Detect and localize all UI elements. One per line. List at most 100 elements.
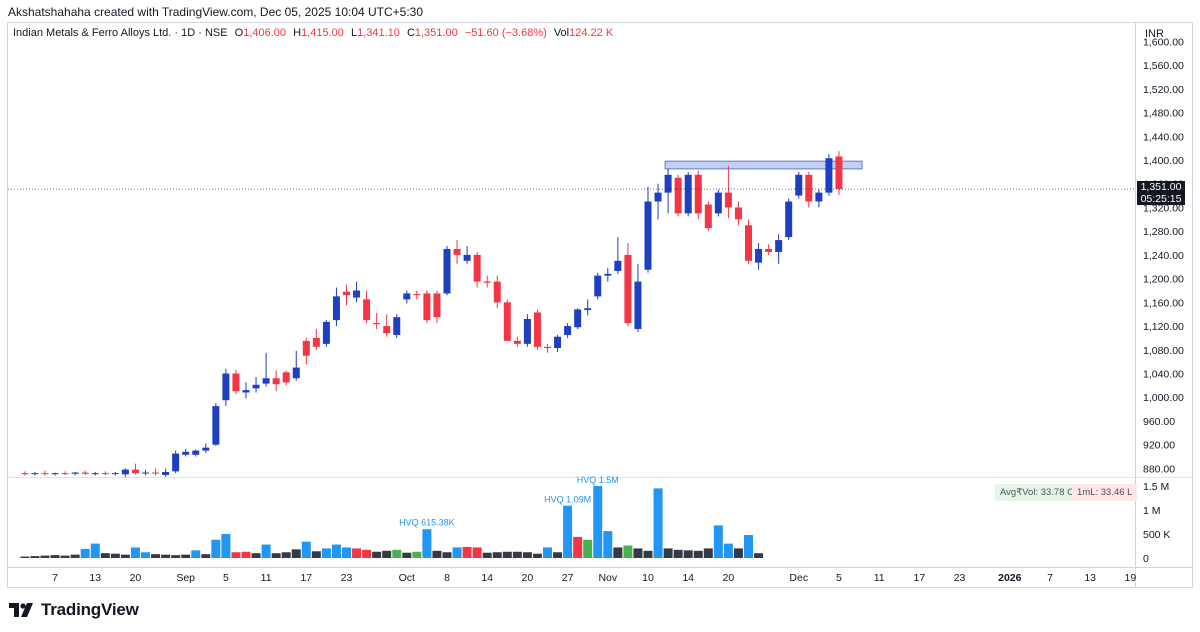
chart-frame xyxy=(7,22,1193,588)
last-price-value: 1,351.00 xyxy=(1140,181,1182,193)
bar-countdown: 05:25:15 xyxy=(1140,192,1182,205)
volume-bar xyxy=(663,548,673,558)
volume-bar xyxy=(733,548,743,558)
candle-body xyxy=(282,372,290,383)
candle-body xyxy=(192,450,200,455)
candle-body xyxy=(433,293,441,318)
open-value: 1,406.00 xyxy=(243,27,287,39)
time-tick-label: Dec xyxy=(789,572,808,584)
volume-bar xyxy=(70,554,80,558)
volume-bar xyxy=(553,552,563,558)
time-tick-label: 17 xyxy=(300,572,312,584)
price-tick-label: 1,280.00 xyxy=(1143,226,1184,238)
time-tick-label: 17 xyxy=(914,572,926,584)
candle-body xyxy=(393,317,401,335)
candle-body xyxy=(302,340,310,356)
volume-bar xyxy=(362,549,372,558)
volume-bar xyxy=(161,554,171,558)
candle-body xyxy=(614,260,622,271)
last-price-tag: 1,351.00 05:25:15 xyxy=(1137,181,1185,205)
volume-bar xyxy=(331,544,341,558)
price-tick-label: 1,320.00 xyxy=(1143,202,1184,214)
volume-bar xyxy=(392,549,402,558)
candle-body xyxy=(413,294,421,296)
volume-bar xyxy=(472,547,482,558)
price-tick-label: 1,040.00 xyxy=(1143,369,1184,381)
currency-label[interactable]: INR xyxy=(1145,28,1164,40)
symbol-label[interactable]: Indian Metals & Ferro Alloys Ltd. · 1D ·… xyxy=(13,27,228,39)
volume-bar xyxy=(211,539,221,558)
time-tick-label: 5 xyxy=(836,572,842,584)
volume-bar xyxy=(191,550,201,558)
volume-bar xyxy=(311,551,321,558)
time-tick-label: 7 xyxy=(52,572,58,584)
candle-body xyxy=(493,281,501,303)
price-tick-label: 1,520.00 xyxy=(1143,84,1184,96)
volume-bar xyxy=(563,505,573,558)
candle-body xyxy=(564,326,572,335)
candle-body xyxy=(202,447,210,451)
volume-bar xyxy=(532,553,542,558)
volume-bar xyxy=(623,545,633,558)
volume-bar xyxy=(271,553,281,558)
time-tick-label: 7 xyxy=(1047,572,1053,584)
volume-bar xyxy=(100,553,110,558)
time-tick-label: 13 xyxy=(89,572,101,584)
volume-bar xyxy=(713,525,723,558)
candle-body xyxy=(654,192,662,202)
volume-bar xyxy=(512,551,522,558)
candle-body xyxy=(554,336,562,349)
candle-body xyxy=(815,192,823,202)
candle-body xyxy=(463,254,471,261)
resistance-zone xyxy=(664,160,863,170)
volume-bar xyxy=(412,551,422,558)
brand-name: TradingView xyxy=(41,600,139,619)
candle-body xyxy=(443,248,451,294)
candle-body xyxy=(825,158,833,193)
candle-body xyxy=(724,192,732,208)
time-tick-label: 20 xyxy=(723,572,735,584)
candle-body xyxy=(513,340,521,344)
candle-body xyxy=(182,451,190,455)
candle-body xyxy=(332,296,340,321)
open-label: O xyxy=(234,27,244,39)
candle-body xyxy=(51,473,59,475)
price-tick-label: 1,120.00 xyxy=(1143,321,1184,333)
volume-bar xyxy=(50,555,60,558)
candle-body xyxy=(533,312,541,347)
volume-bar xyxy=(251,553,261,558)
volume-value: 124.22 K xyxy=(569,27,614,39)
candle-body xyxy=(81,472,89,474)
candle-body xyxy=(594,275,602,297)
volume-label: Vol xyxy=(553,27,570,39)
chart-legend: Indian Metals & Ferro Alloys Ltd. · 1D ·… xyxy=(13,27,613,39)
price-tick-label: 1,200.00 xyxy=(1143,274,1184,286)
candle-body xyxy=(131,469,139,474)
volume-bar xyxy=(20,556,30,558)
volume-bar xyxy=(442,552,452,558)
volume-bar xyxy=(603,531,613,558)
candle-body xyxy=(604,273,612,276)
volume-bar xyxy=(754,553,764,558)
time-tick-label: 10 xyxy=(642,572,654,584)
candle-body xyxy=(152,472,160,474)
time-tick-label: Nov xyxy=(598,572,617,584)
price-tick-label: 1,160.00 xyxy=(1143,297,1184,309)
candle-body xyxy=(453,248,461,255)
tradingview-logo[interactable]: TradingView xyxy=(9,600,139,620)
volume-bar xyxy=(422,529,432,558)
candle-body xyxy=(172,453,180,472)
candle-body xyxy=(745,225,752,261)
hvq-annotation: HVQ 1.5M xyxy=(577,475,619,485)
price-tick-label: 1,440.00 xyxy=(1143,131,1184,143)
volume-bar xyxy=(482,552,492,558)
avg-volume-badge: Avg₹Vol: 33.78 Cr xyxy=(995,484,1083,501)
volume-bar xyxy=(342,547,351,558)
candle-body xyxy=(61,473,69,475)
candle-body xyxy=(232,373,240,392)
volume-bar xyxy=(261,544,271,558)
candle-body xyxy=(403,293,411,300)
close-label: C xyxy=(406,27,415,39)
volume-bar xyxy=(573,536,583,558)
